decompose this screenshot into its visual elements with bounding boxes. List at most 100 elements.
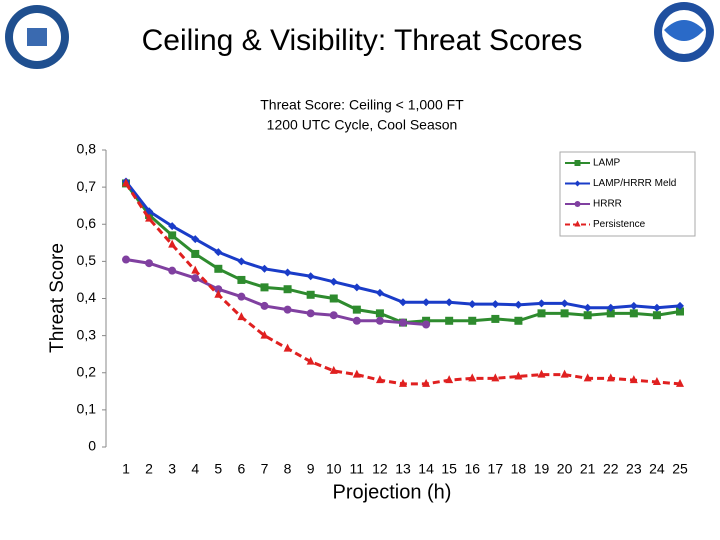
marker xyxy=(191,274,200,283)
x-tick-label: 9 xyxy=(307,461,315,477)
marker xyxy=(283,268,292,277)
x-tick-label: 15 xyxy=(441,461,457,477)
marker xyxy=(168,222,177,231)
legend-marker xyxy=(574,180,581,187)
marker xyxy=(260,301,269,310)
marker xyxy=(676,378,684,387)
y-tick-label: 0,3 xyxy=(77,326,97,342)
marker xyxy=(375,375,384,384)
marker xyxy=(283,305,292,314)
marker xyxy=(375,316,384,325)
marker xyxy=(422,298,431,307)
marker xyxy=(214,264,223,273)
marker xyxy=(491,300,500,309)
y-tick-label: 0,8 xyxy=(77,141,97,157)
marker xyxy=(537,299,546,308)
marker xyxy=(329,365,338,374)
marker xyxy=(191,235,200,244)
marker xyxy=(329,294,338,303)
marker xyxy=(306,290,315,299)
y-tick-label: 0,5 xyxy=(77,252,97,268)
marker xyxy=(560,369,569,378)
marker xyxy=(445,375,454,384)
marker xyxy=(652,303,661,312)
marker xyxy=(145,259,154,268)
chart-subtitle: 1200 UTC Cycle, Cool Season xyxy=(267,117,458,133)
marker xyxy=(122,178,130,187)
marker xyxy=(237,275,246,284)
marker xyxy=(306,309,315,318)
y-tick-label: 0,4 xyxy=(77,289,97,305)
x-tick-label: 21 xyxy=(580,461,596,477)
marker xyxy=(560,299,569,308)
x-tick-label: 6 xyxy=(238,461,246,477)
marker xyxy=(306,356,315,365)
x-tick-label: 17 xyxy=(488,461,504,477)
y-tick-label: 0,7 xyxy=(77,178,97,194)
x-tick-label: 3 xyxy=(168,461,176,477)
legend-marker xyxy=(574,201,581,207)
x-tick-label: 13 xyxy=(395,461,411,477)
x-tick-label: 22 xyxy=(603,461,619,477)
marker xyxy=(145,213,154,222)
marker xyxy=(352,316,361,325)
x-tick-label: 14 xyxy=(418,461,434,477)
marker xyxy=(260,330,269,339)
x-tick-label: 20 xyxy=(557,461,573,477)
x-tick-label: 19 xyxy=(534,461,550,477)
marker xyxy=(283,285,292,294)
marker xyxy=(468,373,477,382)
marker xyxy=(606,373,615,382)
marker xyxy=(399,378,407,387)
marker xyxy=(399,298,407,307)
marker xyxy=(306,272,315,281)
marker xyxy=(560,309,569,318)
marker xyxy=(191,265,200,274)
marker xyxy=(583,373,592,382)
marker xyxy=(191,249,200,258)
x-tick-label: 23 xyxy=(626,461,642,477)
y-axis-label: Threat Score xyxy=(47,243,68,353)
marker xyxy=(260,264,269,273)
marker xyxy=(422,378,431,387)
x-tick-label: 24 xyxy=(649,461,665,477)
marker xyxy=(375,288,384,297)
y-tick-label: 0,1 xyxy=(77,401,97,417)
marker xyxy=(468,300,477,309)
marker xyxy=(583,303,592,312)
marker xyxy=(514,371,523,380)
marker xyxy=(514,300,523,309)
marker xyxy=(537,369,546,378)
x-tick-label: 11 xyxy=(350,461,365,477)
marker xyxy=(352,305,361,314)
marker xyxy=(237,312,246,321)
marker xyxy=(237,292,246,301)
marker xyxy=(375,309,384,318)
marker xyxy=(629,309,638,318)
y-tick-label: 0,2 xyxy=(77,363,97,379)
x-tick-label: 25 xyxy=(672,461,688,477)
left-logo xyxy=(5,5,69,69)
marker xyxy=(260,283,269,292)
marker xyxy=(652,377,661,386)
legend-marker xyxy=(574,160,581,166)
marker xyxy=(445,298,454,307)
marker xyxy=(629,375,638,384)
marker xyxy=(468,316,477,325)
chart-title: Threat Score: Ceiling < 1,000 FT xyxy=(260,97,464,113)
marker xyxy=(652,311,661,320)
marker xyxy=(122,255,130,264)
marker xyxy=(399,318,407,327)
x-tick-label: 7 xyxy=(261,461,269,477)
legend-label: LAMP/HRRR Meld xyxy=(593,178,676,189)
marker xyxy=(329,277,338,286)
marker xyxy=(352,369,361,378)
marker xyxy=(537,309,546,318)
marker xyxy=(445,316,454,325)
marker xyxy=(606,309,615,318)
x-tick-label: 2 xyxy=(145,461,153,477)
slide-title: Ceiling & Visibility: Threat Scores xyxy=(142,24,583,57)
y-tick-label: 0,6 xyxy=(77,215,97,231)
x-tick-label: 1 xyxy=(122,461,130,477)
marker xyxy=(583,311,592,320)
